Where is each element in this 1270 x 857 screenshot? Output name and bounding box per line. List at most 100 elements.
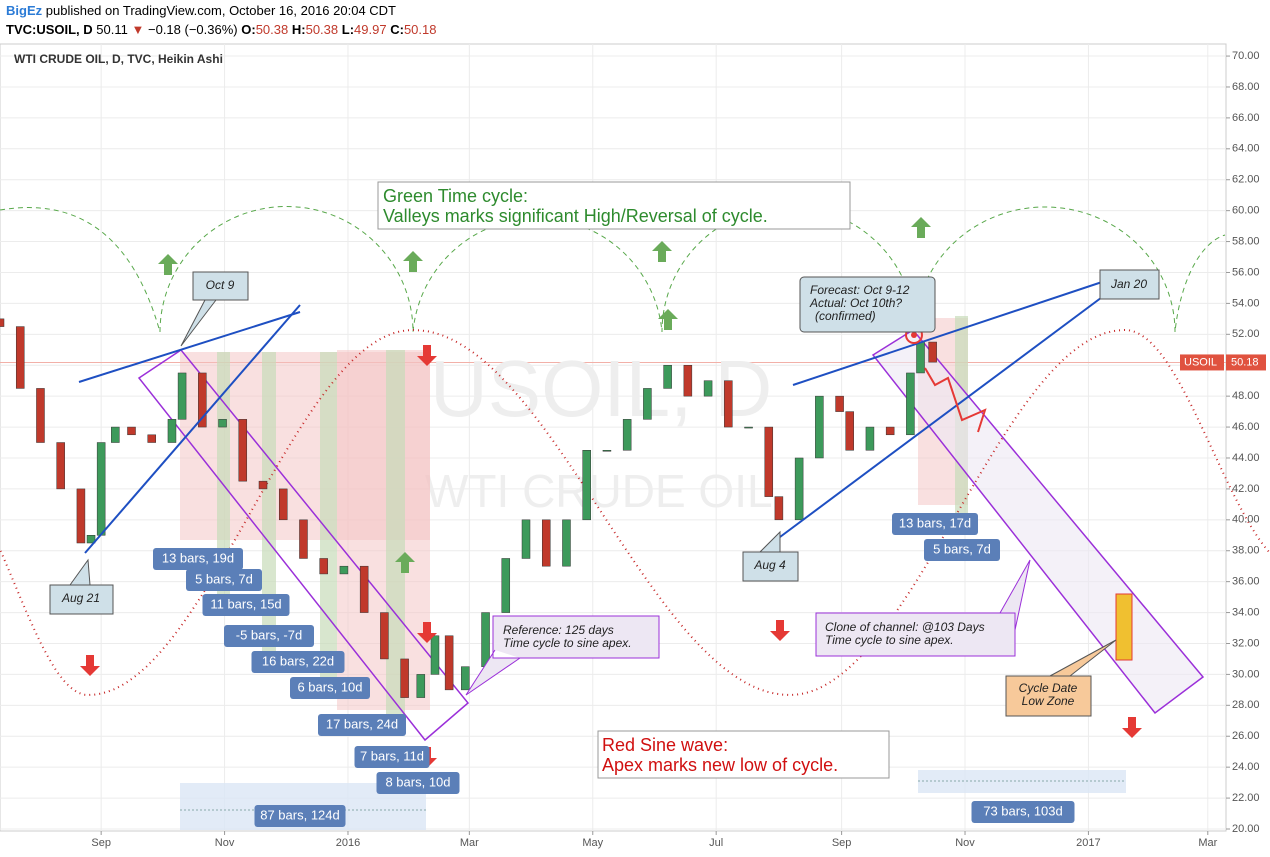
annotations: WTI CRUDE OIL, D, TVC, Heikin Ashi Green… — [14, 52, 1160, 827]
candle — [622, 419, 632, 451]
candle — [835, 395, 844, 412]
callout-label: Time cycle to sine apex. — [503, 636, 632, 650]
header: BigEz published on TradingView.com, Octo… — [0, 0, 1270, 42]
trendline — [78, 311, 301, 383]
high: 50.38 — [305, 22, 339, 37]
high-label: H: — [291, 22, 306, 37]
y-tick-label: 26.00 — [1232, 730, 1260, 742]
candle — [111, 426, 120, 443]
candle — [885, 426, 895, 436]
price-tag-label: USOIL — [1184, 356, 1217, 368]
bar-count-box — [254, 805, 346, 827]
bar-count: 13 bars, 17d — [899, 515, 971, 530]
arrow — [658, 309, 678, 330]
candle — [76, 488, 86, 544]
candle — [815, 395, 824, 459]
arrow — [158, 254, 178, 275]
callout — [815, 559, 1031, 657]
arrow — [770, 620, 790, 641]
y-tick-label: 20.00 — [1232, 823, 1260, 835]
candle — [444, 635, 454, 691]
y-tick-label: 70.00 — [1232, 50, 1260, 62]
y-tick-label: 42.00 — [1232, 483, 1260, 495]
candle — [339, 565, 349, 575]
candle — [380, 612, 389, 660]
bar-count-box — [290, 677, 370, 699]
bar-count-box — [892, 513, 978, 535]
x-tick-label: 2017 — [1076, 837, 1100, 849]
y-tick-label: 68.00 — [1232, 81, 1260, 93]
arrow — [652, 241, 672, 262]
candle — [916, 341, 925, 374]
bar-count: 11 bars, 15d — [210, 596, 281, 611]
arrow — [417, 345, 437, 366]
bar-count-box — [971, 801, 1075, 823]
candle — [501, 558, 511, 613]
callout-label: Actual: Oct 10th? — [809, 296, 902, 310]
bar-count-box — [251, 651, 345, 673]
arrow — [417, 622, 437, 643]
y-tick-label: 34.00 — [1232, 606, 1260, 618]
candle — [906, 372, 915, 436]
y-tick-label: 46.00 — [1232, 421, 1260, 433]
x-tick-label: Nov — [955, 837, 975, 849]
bar-count-box — [354, 746, 430, 768]
note-box — [597, 730, 890, 779]
price-tag-value: 50.18 — [1231, 356, 1259, 368]
y-tick-label: 66.00 — [1232, 112, 1260, 124]
zone — [386, 350, 405, 715]
bar-count: 73 bars, 103d — [983, 803, 1063, 818]
y-tick-label: 48.00 — [1232, 390, 1260, 402]
watermark: WTI CRUDE OIL — [425, 465, 773, 517]
projection — [924, 367, 987, 433]
y-tick-label: 54.00 — [1232, 297, 1260, 309]
grid — [0, 44, 1226, 831]
candle — [683, 364, 693, 397]
candle — [167, 419, 177, 443]
candle — [96, 442, 106, 536]
low: 49.97 — [354, 22, 387, 37]
candle — [703, 380, 713, 397]
zones — [180, 316, 1126, 830]
bar-count: 8 bars, 10d — [385, 774, 450, 789]
callout — [742, 530, 799, 582]
x-tick-label: Sep — [832, 837, 852, 849]
callout-label: Cycle Date — [1019, 681, 1078, 695]
y-tick-label: 40.00 — [1232, 514, 1260, 526]
candle — [359, 565, 369, 613]
bar-count-box — [153, 548, 243, 570]
quote-line: TVC:USOIL, D 50.11 ▼ −0.18 (−0.36%) O:50… — [6, 22, 436, 37]
y-tick-label: 32.00 — [1232, 637, 1260, 649]
bar-count: 87 bars, 124d — [260, 807, 340, 822]
note: Valleys marks significant High/Reversal … — [383, 206, 768, 226]
callout-label: Aug 21 — [61, 591, 100, 605]
green-time-cycle — [0, 206, 1226, 333]
y-tick-label: 52.00 — [1232, 328, 1260, 340]
y-tick-label: 56.00 — [1232, 266, 1260, 278]
note: Apex marks new low of cycle. — [602, 755, 838, 775]
candle — [319, 558, 328, 575]
published: published on TradingView.com, October 16… — [45, 3, 397, 18]
candle — [278, 488, 288, 521]
y-tick-label: 22.00 — [1232, 792, 1260, 804]
candle — [521, 519, 531, 559]
callout-label: Reference: 125 days — [503, 623, 614, 637]
x-tick-label: May — [582, 837, 603, 849]
author[interactable]: BigEz — [6, 3, 43, 18]
target — [911, 332, 917, 338]
callout-label: Time cycle to sine apex. — [825, 633, 954, 647]
callout-label: Jan 20 — [1110, 277, 1147, 291]
callout-label: (confirmed) — [815, 309, 876, 323]
candle — [845, 411, 854, 451]
candle — [794, 457, 804, 521]
close-label: C: — [390, 22, 404, 37]
zone — [320, 352, 337, 682]
candle — [461, 666, 470, 691]
candle — [15, 326, 25, 389]
bar-count-box — [224, 625, 314, 647]
zone — [262, 352, 276, 652]
bar-count-box — [202, 594, 290, 616]
chart-title: WTI CRUDE OIL, D, TVC, Heikin Ashi — [14, 52, 223, 66]
bar-count-box — [318, 714, 406, 736]
